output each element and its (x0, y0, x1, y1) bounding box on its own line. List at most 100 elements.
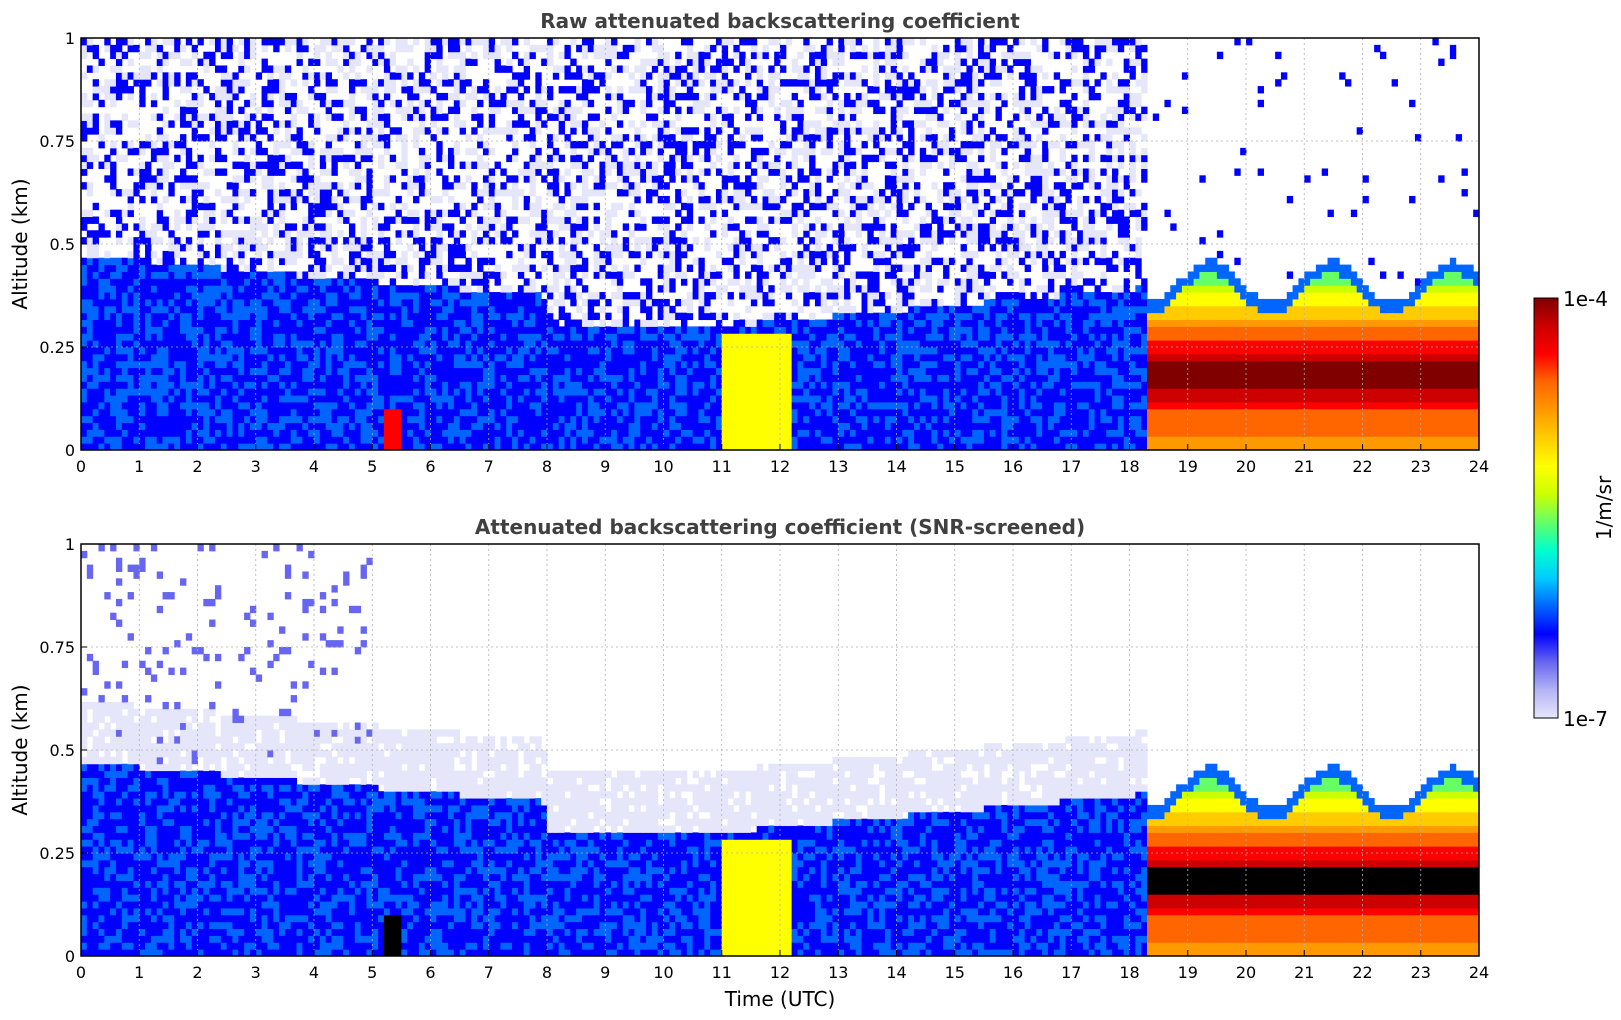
heatmap-cell (570, 106, 577, 115)
heatmap-cell (267, 326, 274, 334)
heatmap-cell (745, 408, 752, 417)
heatmap-cell (628, 429, 635, 437)
heatmap-cell (593, 223, 600, 231)
heatmap-cell (133, 250, 140, 259)
heatmap-cell (191, 264, 199, 272)
heatmap-cell (453, 422, 461, 430)
heatmap-cell (680, 415, 688, 424)
heatmap-cell (162, 79, 169, 87)
heatmap-cell (512, 401, 519, 410)
heatmap-cell (640, 429, 647, 437)
heatmap-cell (92, 401, 99, 410)
heatmap-cell (180, 415, 187, 424)
heatmap-cell (459, 79, 466, 87)
heatmap-cell (459, 312, 466, 321)
heatmap-cell (710, 161, 717, 169)
heatmap-cell (657, 415, 665, 424)
heatmap-cell (686, 38, 694, 46)
heatmap-cell (348, 127, 356, 135)
heatmap-cell (640, 161, 647, 169)
heatmap-cell (389, 326, 397, 334)
heatmap-cell (378, 106, 385, 115)
heatmap-cell (465, 340, 472, 348)
heatmap-cell (86, 38, 94, 46)
heatmap-cell (587, 326, 595, 334)
heatmap-cell (628, 182, 635, 190)
heatmap-cell (564, 381, 571, 389)
heatmap-cell (203, 401, 210, 410)
heatmap-cell (244, 168, 251, 176)
heatmap-cell (424, 79, 432, 87)
heatmap-cell (669, 353, 676, 362)
heatmap-cell (552, 72, 560, 80)
heatmap-cell (477, 216, 484, 224)
heatmap-cell (104, 113, 111, 121)
heatmap-cell (663, 333, 670, 341)
heatmap-cell (453, 182, 461, 190)
heatmap-cell (366, 436, 373, 444)
heatmap-cell (180, 86, 187, 94)
heatmap-cell (529, 305, 536, 314)
heatmap-cell (686, 168, 694, 176)
heatmap-cell (756, 381, 764, 389)
heatmap-cell (150, 443, 158, 450)
heatmap-cell (646, 408, 653, 417)
heatmap-cell (180, 147, 187, 156)
heatmap-cell (127, 195, 134, 204)
heatmap-cell (704, 326, 711, 334)
heatmap-cell (267, 202, 274, 211)
heatmap-cell (576, 319, 583, 327)
heatmap-cell (541, 216, 548, 224)
heatmap-cell (261, 319, 268, 327)
heatmap-cell (249, 244, 257, 252)
heatmap-cell (512, 353, 519, 362)
heatmap-cell (739, 51, 746, 60)
heatmap-cell (523, 264, 531, 272)
heatmap-cell (249, 189, 257, 197)
heatmap-cell (704, 381, 711, 389)
heatmap-cell (360, 326, 367, 334)
heatmap-cell (599, 326, 606, 334)
heatmap-cell (669, 333, 676, 341)
heatmap-cell (413, 223, 420, 231)
heatmap-cell (220, 395, 228, 403)
heatmap-cell (482, 443, 490, 450)
heatmap-cell (552, 401, 560, 410)
heatmap-cell (704, 195, 711, 204)
heatmap-cell (401, 292, 408, 300)
heatmap-cell (185, 436, 193, 444)
heatmap-cell (354, 278, 362, 286)
heatmap-cell (506, 134, 513, 142)
heatmap-cell (401, 415, 408, 424)
heatmap-cell (517, 326, 525, 334)
heatmap-cell (675, 326, 682, 334)
heatmap-cell (273, 381, 280, 389)
heatmap-cell (244, 415, 251, 424)
heatmap-cell (721, 408, 729, 417)
heatmap-cell (145, 244, 152, 252)
heatmap-cell (244, 134, 251, 142)
heatmap-cell (599, 237, 606, 245)
heatmap-cell (576, 86, 583, 94)
heatmap-cell (360, 436, 367, 444)
heatmap-cell (745, 244, 752, 252)
heatmap-cell (663, 244, 670, 252)
heatmap-cell (634, 182, 641, 190)
heatmap-cell (267, 161, 274, 169)
heatmap-cell (185, 195, 193, 204)
heatmap-cell (482, 147, 490, 156)
heatmap-cell (354, 401, 362, 410)
heatmap-cell (162, 72, 169, 80)
heatmap-cell (750, 168, 758, 176)
heatmap-cell (115, 216, 123, 224)
heatmap-cell (413, 333, 420, 341)
heatmap-cell (611, 230, 618, 238)
heatmap-cell (174, 264, 181, 272)
heatmap-cell (616, 374, 624, 382)
heatmap-cell (680, 230, 688, 238)
heatmap-cell (348, 106, 356, 115)
heatmap-cell (395, 134, 402, 142)
heatmap-cell (529, 347, 536, 355)
heatmap-cell (308, 353, 315, 362)
heatmap-cell (383, 374, 391, 382)
